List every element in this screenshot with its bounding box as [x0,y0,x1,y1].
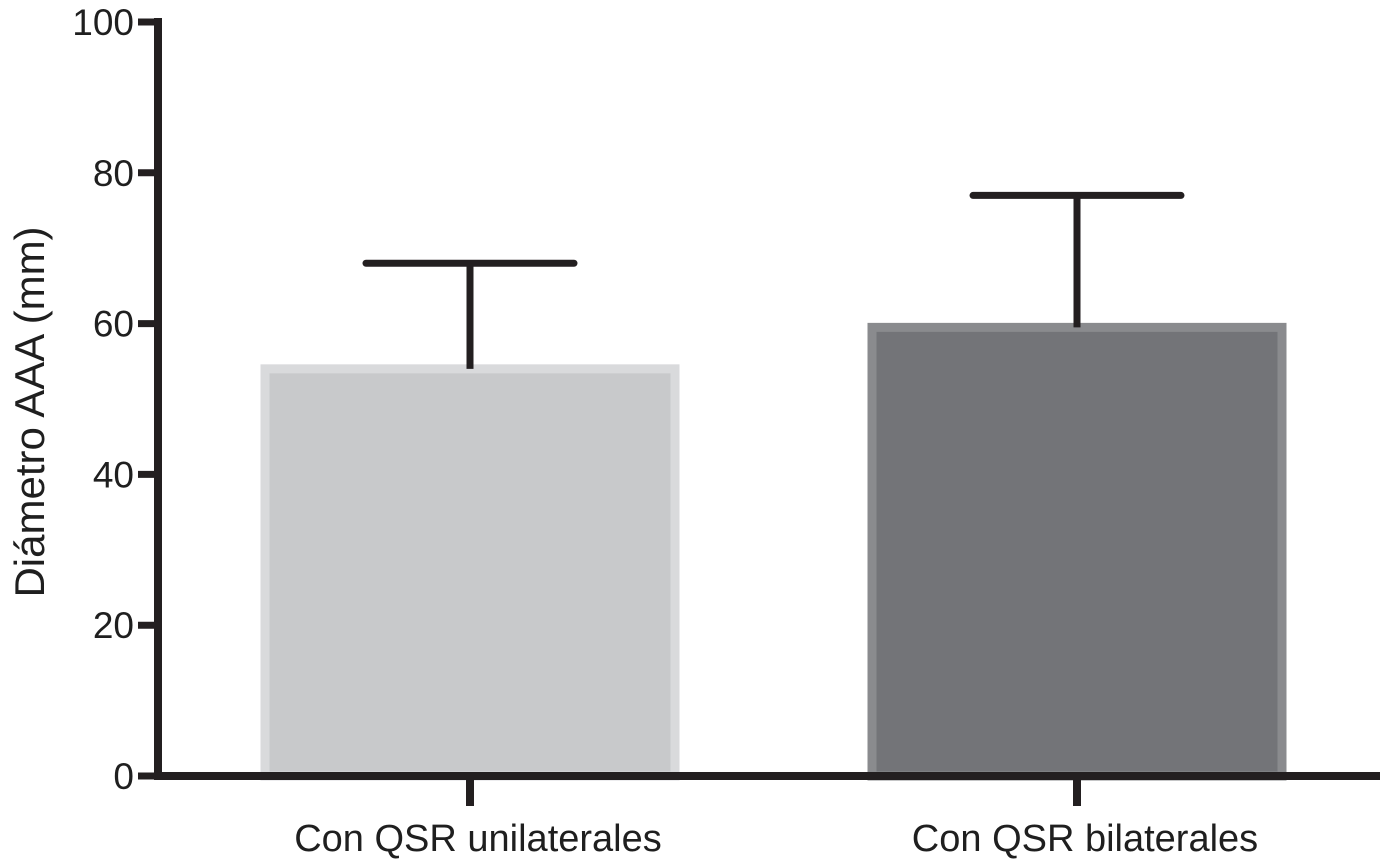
axes-layer [138,18,1380,806]
x-category-label-1: Con QSR unilaterales [294,818,662,860]
error-bars-layer [362,191,1185,369]
y-axis-title: Diámetro AAA (mm) [6,226,53,597]
y-tick-label-40: 40 [93,454,134,495]
bar-1 [260,364,680,781]
y-tick-label-20: 20 [93,605,134,646]
y-tick-label-0: 0 [113,756,134,797]
labels-layer: 0 20 40 60 80 100 Con QSR unilaterales Con QSR … [72,2,1258,860]
y-tick-label-60: 60 [93,304,134,345]
bars-layer [260,322,1287,781]
x-category-label-2: Con QSR bilaterales [912,818,1258,860]
y-tick-label-80: 80 [93,153,134,194]
y-tick-label-100: 100 [72,2,134,43]
bar-2 [867,322,1287,781]
